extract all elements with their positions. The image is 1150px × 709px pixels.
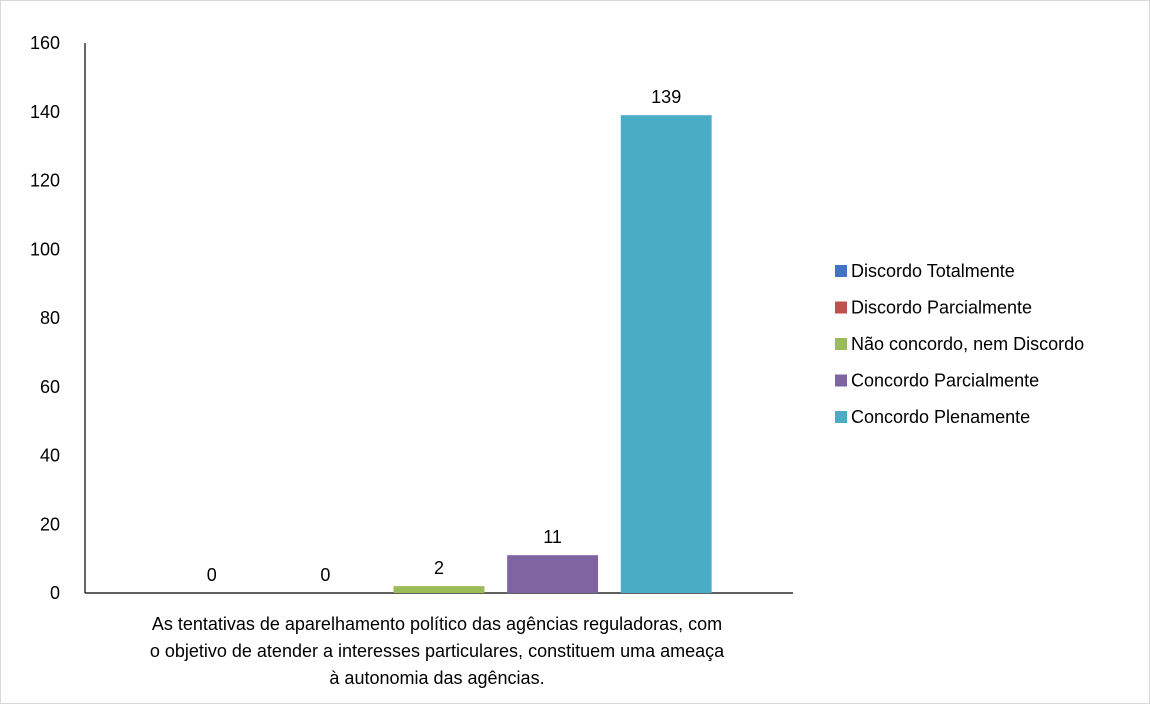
y-axis: 0 20 40 60 80 100 120 140 160 xyxy=(30,33,86,603)
data-label: 0 xyxy=(207,565,217,585)
data-label: 139 xyxy=(651,87,681,107)
legend: Discordo Totalmente Discordo Parcialmente… xyxy=(835,261,1084,427)
category-label: As tentativas de aparelhamento político … xyxy=(150,614,725,688)
y-tick-label: 140 xyxy=(30,102,60,122)
category-label-line: o objetivo de atender a interesses parti… xyxy=(150,641,725,661)
bars xyxy=(393,115,712,593)
category-label-line: à autonomia das agências. xyxy=(329,668,544,688)
y-tick-label: 120 xyxy=(30,171,60,191)
y-tick-label: 80 xyxy=(40,308,60,328)
bar-concordo-parcialmente xyxy=(507,555,599,593)
legend-swatch xyxy=(835,265,847,277)
data-labels: 0 0 2 11 139 xyxy=(207,87,681,585)
y-tick-label: 0 xyxy=(50,583,60,603)
legend-label: Discordo Totalmente xyxy=(851,261,1015,281)
y-tick-label: 20 xyxy=(40,514,60,534)
data-label: 11 xyxy=(543,527,562,547)
legend-label: Concordo Parcialmente xyxy=(851,371,1039,391)
bar-n-o-concordo-nem-discordo xyxy=(393,586,485,593)
data-label: 2 xyxy=(434,558,444,578)
legend-swatch xyxy=(835,301,847,314)
category-label-line: As tentativas de aparelhamento político … xyxy=(152,614,722,634)
legend-label: Concordo Plenamente xyxy=(851,407,1030,427)
y-tick-label: 100 xyxy=(30,239,60,259)
y-tick-label: 60 xyxy=(40,377,60,397)
data-label: 0 xyxy=(320,565,330,585)
legend-swatch xyxy=(835,338,847,350)
bar-concordo-plenamente xyxy=(620,115,712,593)
legend-swatch xyxy=(835,411,847,423)
y-tick-label: 160 xyxy=(30,33,60,53)
y-tick-label: 40 xyxy=(40,446,60,466)
legend-label: Discordo Parcialmente xyxy=(851,298,1032,318)
legend-swatch xyxy=(835,374,847,387)
legend-label: Não concordo, nem Discordo xyxy=(851,334,1084,354)
